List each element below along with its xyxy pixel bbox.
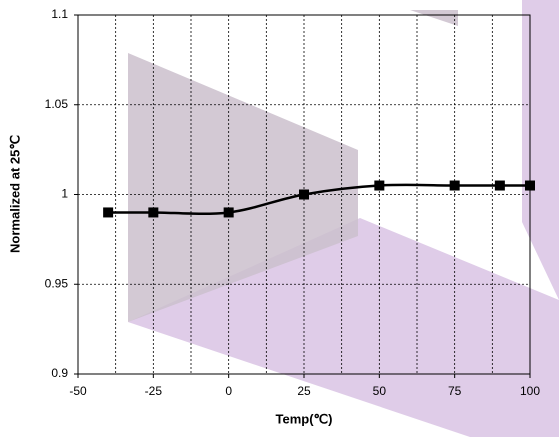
y-tick-label: 1.05 (45, 97, 69, 111)
y-tick-label: 0.95 (45, 276, 69, 290)
x-tick-label: 0 (225, 384, 232, 398)
y-axis-title: Normalized at 25℃ (7, 135, 22, 253)
x-tick-label: 75 (448, 384, 462, 398)
marker (494, 180, 505, 191)
background-decoration (128, 0, 559, 437)
x-tick-label: 100 (520, 384, 540, 398)
marker (299, 189, 309, 200)
y-tick-label: 0.9 (51, 366, 68, 380)
y-tick-label: 1 (61, 187, 68, 201)
series-line (108, 183, 530, 216)
marker (374, 180, 385, 191)
x-axis-title: Temp(℃) (276, 411, 333, 426)
marker (223, 207, 234, 218)
marker (103, 207, 114, 218)
x-tick-label: 50 (373, 384, 387, 398)
x-tick-label: -50 (69, 384, 87, 398)
x-tick-label: 25 (297, 384, 311, 398)
marker (449, 180, 460, 191)
marker (148, 207, 159, 218)
x-tick-label: -25 (145, 384, 163, 398)
y-tick-label: 1.1 (51, 7, 68, 21)
